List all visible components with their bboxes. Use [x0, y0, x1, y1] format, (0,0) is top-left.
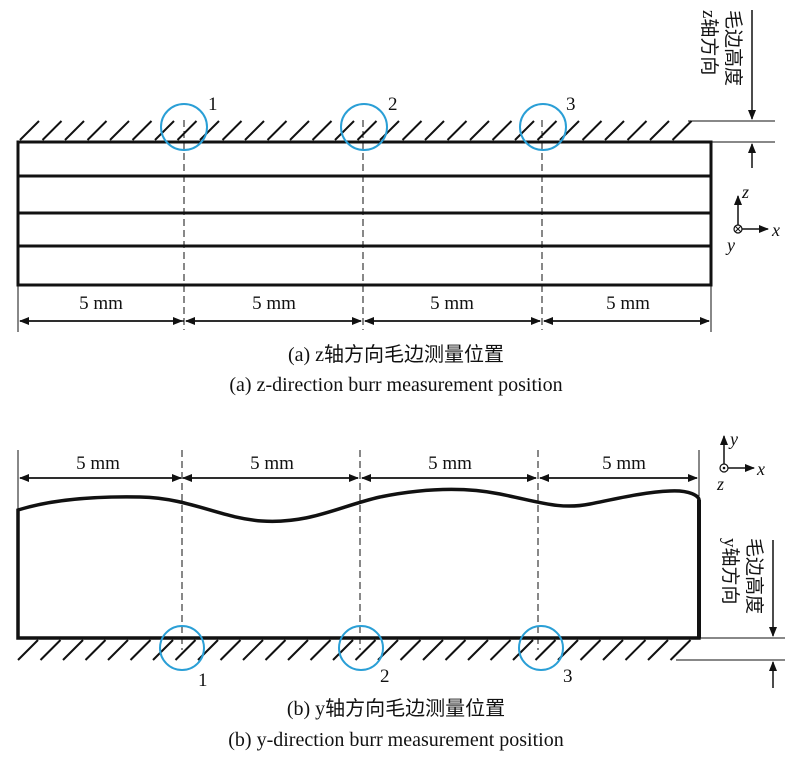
- wavy-plate-outline: [16, 487, 701, 640]
- hatch-bottom-stroke-9: [219, 639, 242, 661]
- hatch-top-stroke-2: [64, 120, 85, 141]
- dim-label-3: 5 mm: [430, 293, 474, 314]
- caption-a-cn: (a) z轴方向毛边测量位置: [288, 343, 504, 366]
- measure-circle-2: [340, 103, 388, 151]
- measure-circle-1: [160, 103, 208, 151]
- burr-label-a-line2: 毛边高度: [722, 10, 744, 86]
- caption-b-en: (b) y-direction burr measurement positio…: [228, 729, 563, 751]
- hatch-top-stroke-15: [356, 120, 378, 141]
- dim-b-label-3: 5 mm: [428, 453, 472, 474]
- hatch-top-stroke-29: [671, 120, 693, 141]
- dim-b-label-4: 5 mm: [602, 453, 646, 474]
- hatch-bottom-stroke-14: [332, 639, 354, 661]
- hatch-top-stroke-10: [244, 120, 265, 141]
- dim-b-label-1: 5 mm: [76, 453, 120, 474]
- hatch-top-stroke-7: [176, 120, 198, 141]
- hatch-top-stroke-19: [446, 120, 468, 141]
- hatch-bottom-stroke-28: [647, 639, 669, 661]
- burr-label-a-line1: z轴方向: [698, 10, 720, 75]
- axis-label-x: x: [771, 220, 780, 240]
- dim-label-4: 5 mm: [606, 293, 650, 314]
- hatch-top-stroke-22: [514, 120, 535, 141]
- panel-b: 5 mm 5 mm 5 mm 5 mm 1 2 3 y轴方向 毛边高度: [16, 429, 785, 751]
- hatch-bottom-stroke-29: [669, 639, 692, 661]
- hatch-bottom-stroke-6: [152, 639, 174, 661]
- hatch-bottom-stroke-13: [309, 639, 332, 661]
- hatch-bottom-stroke-0: [17, 639, 39, 661]
- hatch-top-stroke-0: [19, 120, 40, 141]
- hatch-top-stroke-8: [199, 120, 220, 141]
- hatch-bottom-stroke-15: [354, 639, 377, 661]
- axis-b-label-x: x: [756, 459, 765, 479]
- point-label-2: 2: [388, 94, 398, 115]
- axis-b-label-y: y: [728, 429, 738, 449]
- hatch-top-stroke-28: [649, 120, 670, 141]
- measure-circle-3: [519, 103, 567, 151]
- hatch-bottom-stroke-20: [467, 639, 489, 661]
- hatch-bottom-stroke-22: [512, 639, 534, 661]
- hatch-bottom-stroke-3: [84, 639, 107, 661]
- hatching-bottom: [17, 639, 692, 661]
- hatch-top-stroke-14: [334, 120, 355, 141]
- hatch-top-stroke-1: [41, 120, 63, 141]
- hatch-bottom-stroke-10: [242, 639, 264, 661]
- burr-label-b-line2: 毛边高度: [743, 538, 765, 614]
- hatch-top-stroke-18: [424, 120, 445, 141]
- point-b-label-1: 1: [198, 670, 208, 691]
- hatch-top-stroke-6: [154, 120, 175, 141]
- hatch-bottom-stroke-1: [39, 639, 62, 661]
- burr-label-b-line1: y轴方向: [719, 538, 741, 605]
- axis-label-y: y: [725, 235, 735, 255]
- hatch-top-stroke-11: [266, 120, 288, 141]
- measure-b-circle-1: [159, 625, 205, 671]
- point-label-1: 1: [208, 94, 218, 115]
- hatch-top-stroke-23: [536, 120, 558, 141]
- hatch-bottom-stroke-7: [174, 639, 197, 661]
- hatch-top-stroke-16: [379, 120, 400, 141]
- hatch-top-stroke-5: [131, 120, 153, 141]
- hatch-bottom-stroke-5: [129, 639, 152, 661]
- dim-label-1: 5 mm: [79, 293, 123, 314]
- hatch-top-stroke-3: [86, 120, 108, 141]
- dim-label-2: 5 mm: [252, 293, 296, 314]
- hatch-top-stroke-27: [626, 120, 648, 141]
- hatch-bottom-stroke-18: [422, 639, 444, 661]
- hatch-top-stroke-12: [289, 120, 310, 141]
- point-b-label-2: 2: [380, 666, 390, 687]
- hatch-bottom-stroke-4: [107, 639, 129, 661]
- axis-b-z-dot-icon: [722, 466, 726, 470]
- hatch-top-stroke-21: [491, 120, 513, 141]
- point-b-label-3: 3: [563, 666, 573, 687]
- hatch-top-stroke-20: [469, 120, 490, 141]
- axis-label-z: z: [741, 182, 749, 202]
- caption-b-cn: (b) y轴方向毛边测量位置: [287, 697, 505, 720]
- axis-b-label-z: z: [716, 474, 724, 494]
- caption-a-en: (a) z-direction burr measurement positio…: [229, 374, 562, 396]
- hatch-top-stroke-17: [401, 120, 423, 141]
- hatch-top-stroke-4: [109, 120, 130, 141]
- hatch-top-stroke-13: [311, 120, 333, 141]
- hatch-bottom-stroke-23: [534, 639, 557, 661]
- hatching-top: [19, 120, 693, 141]
- dim-b-label-2: 5 mm: [250, 453, 294, 474]
- hatch-bottom-stroke-12: [287, 639, 309, 661]
- hatch-bottom-stroke-19: [444, 639, 467, 661]
- point-label-3: 3: [566, 94, 576, 115]
- hatch-top-stroke-26: [604, 120, 625, 141]
- hatch-bottom-stroke-17: [399, 639, 422, 661]
- panel-a: 1 2 3 5 mm 5 mm 5 mm 5 mm z轴方向 毛边高度 z x …: [16, 10, 780, 396]
- measure-b-circle-3: [518, 625, 564, 671]
- hatch-bottom-stroke-2: [62, 639, 84, 661]
- hatch-top-stroke-25: [581, 120, 603, 141]
- hatch-bottom-stroke-11: [264, 639, 287, 661]
- hatch-bottom-stroke-25: [579, 639, 602, 661]
- axis-y-cross-2: [734, 225, 742, 233]
- hatch-bottom-stroke-26: [602, 639, 624, 661]
- hatch-bottom-stroke-27: [624, 639, 647, 661]
- hatch-top-stroke-9: [221, 120, 243, 141]
- measure-b-circle-2: [338, 625, 384, 671]
- hatch-bottom-stroke-21: [489, 639, 512, 661]
